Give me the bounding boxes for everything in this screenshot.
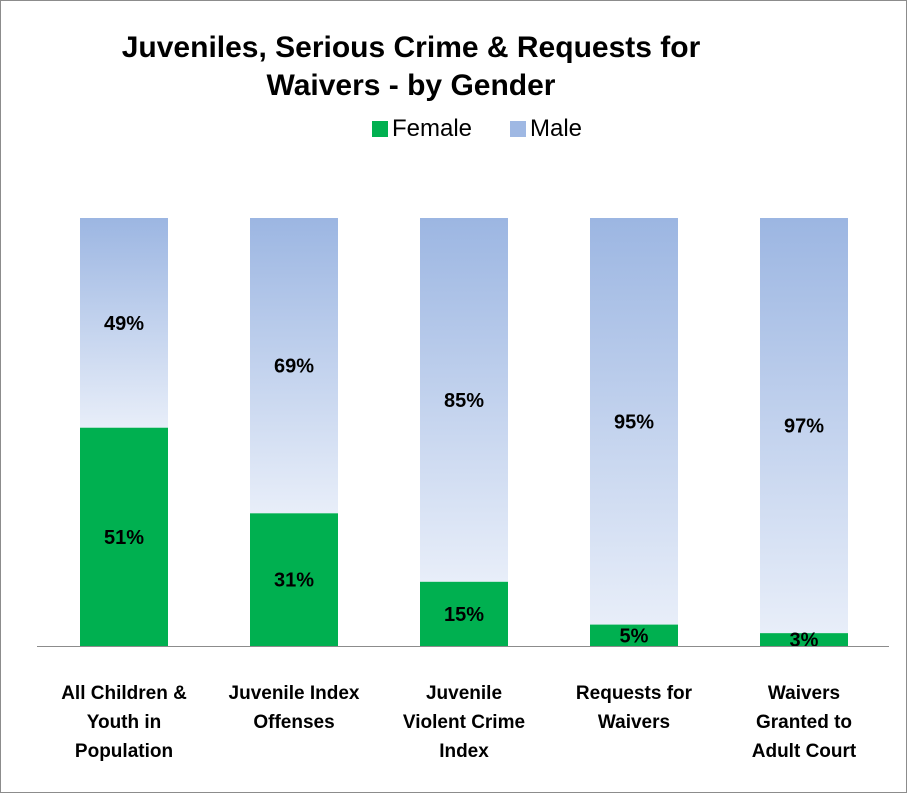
category-label-1-line-2: Youth in (86, 712, 162, 733)
bar-male-4 (590, 218, 678, 625)
category-label-2: Juvenile Index Offenses (209, 679, 379, 737)
category-label-4-line-1: Requests for (575, 683, 693, 704)
bar-female-2 (250, 513, 338, 646)
category-label-3-line-1: Juvenile (425, 683, 503, 704)
bar-female-5 (760, 633, 848, 646)
category-label-3: Juvenile Violent Crime Index (379, 679, 549, 766)
data-label-male-5: 97% (784, 416, 824, 438)
data-label-female-2: 31% (274, 570, 314, 592)
data-label-male-4: 95% (614, 411, 654, 433)
legend-label-female: Female (392, 115, 473, 142)
category-label-2-line-1: Juvenile Index (228, 683, 360, 704)
category-label-3-line-2: Violent Crime (402, 712, 526, 733)
bar-female-3 (420, 581, 508, 646)
bar-male-2 (250, 218, 338, 514)
data-label-female-1: 51% (104, 527, 144, 549)
legend-label-male: Male (530, 115, 583, 142)
category-label-5-line-3: Adult Court (751, 741, 857, 762)
chart-title-line-1: Juveniles, Serious Crime & Requests for (121, 31, 701, 64)
category-label-1-line-3: Population (74, 741, 174, 762)
data-label-female-4: 5% (620, 625, 649, 647)
data-label-male-3: 85% (444, 390, 484, 412)
category-label-4-line-2: Waivers (597, 712, 671, 733)
category-label-1-line-1: All Children & (61, 683, 187, 704)
legend: Female Male (1, 114, 907, 144)
chart-title-line-2: Waivers - by Gender (266, 69, 556, 102)
bar-male-5 (760, 218, 848, 634)
category-label-4: Requests for Waivers (549, 679, 719, 737)
bar-male-3 (420, 218, 508, 582)
data-label-male-1: 49% (104, 313, 144, 335)
category-label-1: All Children & Youth in Population (39, 679, 209, 766)
data-label-male-2: 69% (274, 356, 314, 378)
legend-swatch-female (372, 121, 388, 137)
data-label-female-5: 3% (790, 630, 819, 652)
bar-female-4 (590, 624, 678, 646)
category-label-5-line-2: Granted to (755, 712, 853, 733)
category-label-2-line-2: Offenses (253, 712, 335, 733)
data-label-female-3: 15% (444, 604, 484, 626)
legend-swatch-male (510, 121, 526, 137)
category-label-3-line-3: Index (439, 741, 489, 762)
chart-title: Juveniles, Serious Crime & Requests for … (61, 29, 761, 105)
bar-male-1 (80, 218, 168, 428)
category-label-5-line-1: Waivers (767, 683, 841, 704)
category-label-5: Waivers Granted to Adult Court (719, 679, 889, 766)
bar-female-1 (80, 427, 168, 646)
